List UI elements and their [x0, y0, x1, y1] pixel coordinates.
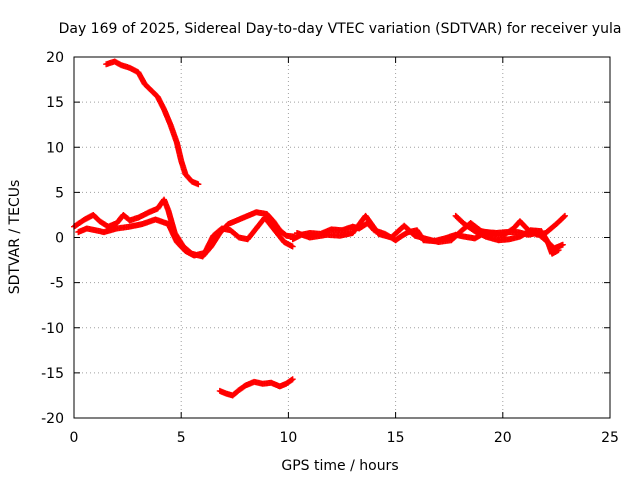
- y-tick-label: 5: [55, 185, 64, 201]
- x-tick-label: 0: [70, 430, 79, 446]
- series-central-band-e: [452, 212, 562, 257]
- y-tick-label: 20: [46, 50, 64, 66]
- y-tick-label: -20: [41, 411, 64, 427]
- y-tick-label: -15: [41, 366, 64, 382]
- data-point: [561, 212, 568, 219]
- x-tick-label: 20: [494, 430, 512, 446]
- data-point: [561, 213, 568, 220]
- data-point: [195, 181, 202, 188]
- data-point: [555, 247, 562, 254]
- y-axis-label: SDTVAR / TECUs: [7, 180, 23, 295]
- x-axis-label: GPS time / hours: [281, 458, 398, 474]
- series-upper-arc: [103, 58, 202, 188]
- data-point: [289, 243, 296, 250]
- series-central-band-d: [293, 212, 568, 246]
- x-tick-label: 5: [177, 430, 186, 446]
- x-tick-label: 25: [601, 430, 619, 446]
- y-tick-label: 0: [55, 231, 64, 247]
- y-tick-label: 15: [46, 95, 64, 111]
- axis-ticks: 0 5 10 15 20 25 20 15 10 5 0 -5 -10 -15 -20: [41, 50, 619, 446]
- data-point: [559, 241, 566, 248]
- y-tick-label: 10: [46, 140, 64, 156]
- x-tick-label: 10: [279, 430, 297, 446]
- y-tick-label: -5: [50, 276, 64, 292]
- x-tick-label: 15: [387, 430, 405, 446]
- series-central-band-b: [75, 214, 296, 259]
- chart-title: Day 169 of 2025, Sidereal Day-to-day VTE…: [59, 21, 622, 37]
- series-lower-arc: [216, 376, 296, 399]
- data-point: [289, 376, 296, 383]
- data-points: [71, 58, 568, 399]
- y-tick-label: -10: [41, 321, 64, 337]
